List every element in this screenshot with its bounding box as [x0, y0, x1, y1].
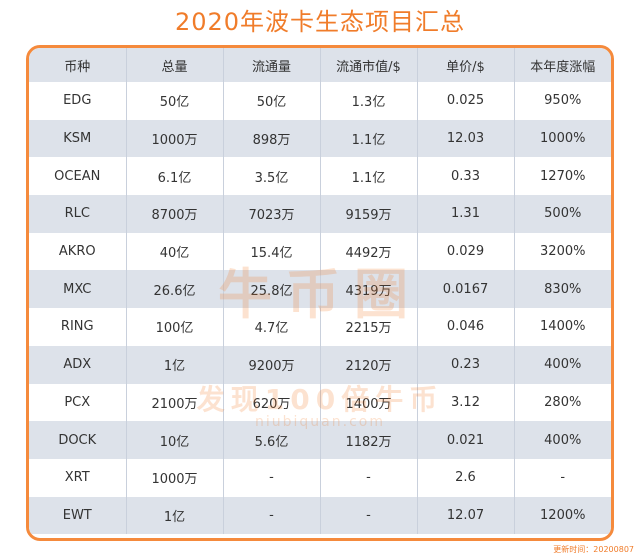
table-cell: 26.6亿: [126, 270, 224, 309]
update-time: 更新时间：20200807: [553, 545, 634, 554]
table-cell: -: [560, 470, 566, 486]
table-cell: 1400万: [320, 383, 418, 422]
table-cell: 1.1亿: [320, 119, 418, 158]
table-row: AKRO 40亿 15.4亿 4492万 0.029 3200%: [29, 232, 611, 271]
table-cell: 0.025: [417, 82, 515, 120]
table-cell: 2215万: [320, 308, 418, 346]
header-cell: 本年度涨幅: [514, 48, 611, 82]
table-cell: 100亿: [126, 308, 224, 346]
table-cell: PCX: [29, 383, 127, 422]
table-cell: RLC: [29, 195, 127, 233]
table-cell: 1亿: [126, 496, 224, 535]
table-cell: KSM: [29, 119, 127, 158]
table-cell: 0.029: [417, 232, 515, 271]
table-cell: 7023万: [223, 195, 321, 233]
table-cell: EDG: [29, 82, 127, 120]
table-cell: -: [223, 458, 321, 497]
table-cell: 2100万: [126, 383, 224, 422]
table-frame: 币种 总量 流通量 流通市值/$ 单价/$ 本年度涨幅 EDG 50亿 50亿 1.3亿 0.025…: [26, 45, 614, 541]
header-cell: 流通量: [223, 48, 321, 82]
table-row: EWT 1亿 - -12.07 1200%: [29, 496, 611, 535]
table-cell: 0.046: [417, 308, 515, 346]
table-cell: 1400%: [540, 319, 586, 335]
table-cell: 500%: [514, 195, 611, 233]
table-row: OCEAN 6.1亿 3.5亿 1.1亿 0.33 1270%: [29, 157, 611, 196]
table-row: PCX 2100万 620万 1400万 3.12 280%: [29, 383, 611, 422]
table-cell: 950%: [544, 93, 582, 109]
table-cell: OCEAN: [29, 157, 127, 196]
header-cell: 单价/$: [417, 48, 515, 82]
table-cell: -: [223, 496, 321, 535]
table-cell: 3.5亿: [223, 157, 321, 196]
table-cell: 40亿: [126, 232, 224, 271]
table-cell: DOCK: [29, 421, 127, 459]
table-row: XRT 1000万 - -2.6-: [29, 458, 611, 497]
table-cell: MXC: [29, 270, 127, 309]
table-cell: 620万: [223, 383, 321, 422]
table-cell: 25.8亿: [223, 270, 321, 309]
table-cell: 10亿: [126, 421, 224, 459]
table-cell: 1.3亿: [320, 82, 418, 120]
table-cell: 4319万: [320, 270, 418, 309]
table-cell: 0.23: [417, 345, 515, 384]
table-cell: 15.4亿: [223, 232, 321, 271]
header-cell: 币种: [29, 48, 127, 82]
table-cell: 2.6: [417, 458, 515, 497]
table-row: EDG 50亿 50亿 1.3亿 0.025 950%: [29, 82, 611, 120]
table-row: MXC 26.6亿 25.8亿 4319万 0.0167 830%: [29, 270, 611, 309]
table-cell: 4492万: [320, 232, 418, 271]
table-cell: 1.1亿: [320, 157, 418, 196]
table-cell: 898万: [223, 119, 321, 158]
table-cell: 12.07: [417, 496, 515, 535]
table-cell: 9159万: [320, 195, 418, 233]
table-row: RING 100亿 4.7亿 2215万 0.046 1400%: [29, 308, 611, 346]
table-cell: 9200万: [223, 345, 321, 384]
table-cell: 1000%: [514, 119, 611, 158]
table-cell: 0.021: [417, 421, 515, 459]
table-row: ADX 1亿 9200万 2120万 0.23 400%: [29, 345, 611, 384]
table-cell: AKRO: [29, 232, 127, 271]
table-cell: 1亿: [126, 345, 224, 384]
table-cell: 1182万: [320, 421, 418, 459]
table-row: RLC 8700万 7023万 9159万 1.31 500%: [29, 195, 611, 233]
table-cell: ADX: [29, 345, 127, 384]
table-cell: 12.03: [417, 119, 515, 158]
table-cell: 3.12: [417, 383, 515, 422]
table-cell: 3200%: [540, 244, 586, 260]
table-cell: EWT: [29, 496, 127, 535]
table-row: KSM 1000万 898万 1.1亿 12.03 1000%: [29, 119, 611, 158]
table-cell: -: [320, 458, 418, 497]
table-cell: 6.1亿: [126, 157, 224, 196]
table-cell: 400%: [514, 345, 611, 384]
table-cell: 1200%: [514, 496, 611, 535]
title: 2020年波卡生态项目汇总: [174, 8, 466, 36]
table-cell: 2120万: [320, 345, 418, 384]
header-cell: 总量: [126, 48, 224, 82]
table-cell: -: [320, 496, 418, 535]
table-row: DOCK 10亿 5.6亿 1182万 0.021 400%: [29, 421, 611, 459]
table-cell: 0.0167: [417, 270, 515, 309]
table-cell: RING: [29, 308, 127, 346]
table-cell: 1.31: [417, 195, 515, 233]
table-cell: 1270%: [540, 168, 586, 184]
table-cell: 4.7亿: [223, 308, 321, 346]
table-cell: 1000万: [126, 458, 224, 497]
table-cell: 280%: [544, 394, 582, 410]
table-cell: XRT: [29, 458, 127, 497]
table-cell: 830%: [514, 270, 611, 309]
header-row: 币种 总量 流通量 流通市值/$ 单价/$ 本年度涨幅: [29, 48, 611, 82]
table-cell: 1000万: [126, 119, 224, 158]
table-cell: 8700万: [126, 195, 224, 233]
header-cell: 流通市值/$: [320, 48, 418, 82]
table-cell: 50亿: [126, 82, 224, 120]
table-cell: 50亿: [223, 82, 321, 120]
table: 币种 总量 流通量 流通市值/$ 单价/$ 本年度涨幅 EDG 50亿 50亿 1.3亿 0.025…: [29, 48, 611, 535]
table-cell: 400%: [514, 421, 611, 459]
table-cell: 0.33: [417, 157, 515, 196]
table-cell: 5.6亿: [223, 421, 321, 459]
